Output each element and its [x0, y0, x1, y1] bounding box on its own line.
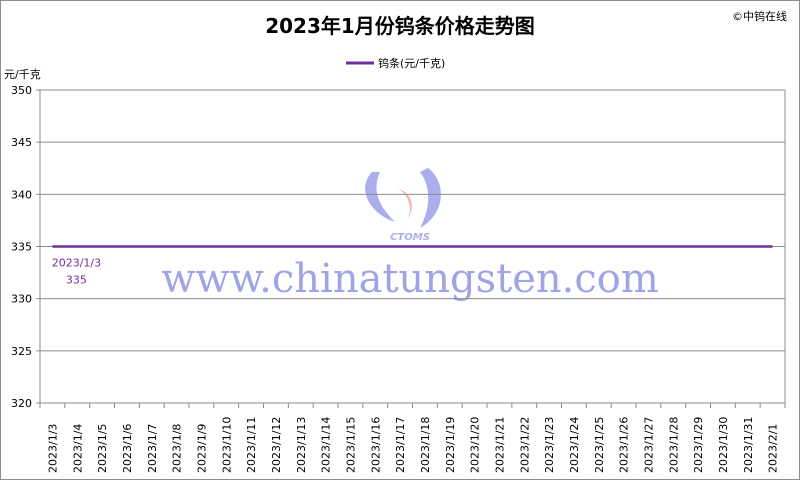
x-tick-label: 2023/1/14 [320, 417, 333, 473]
x-tick-label: 2023/1/4 [71, 424, 84, 473]
y-tick-label: 320 [11, 397, 32, 410]
x-tick-label: 2023/1/15 [344, 417, 357, 473]
x-tick-label: 2023/1/6 [121, 424, 134, 473]
legend-label: 钨条(元/千克) [378, 56, 445, 70]
x-tick-label: 2023/1/21 [493, 417, 506, 473]
y-tick-label: 340 [11, 188, 32, 201]
x-tick-label: 2023/1/26 [618, 417, 631, 473]
x-tick-label: 2023/1/11 [245, 417, 258, 473]
x-tick-label: 2023/1/27 [642, 417, 655, 473]
x-tick-label: 2023/1/25 [593, 417, 606, 473]
chart-title: 2023年1月份钨条价格走势图 [265, 14, 535, 38]
x-tick-label: 2023/1/10 [220, 417, 233, 473]
x-tick-label: 2023/1/9 [195, 424, 208, 473]
copyright-text: ©中钨在线 [732, 9, 787, 23]
x-tick-label: 2023/1/7 [146, 424, 159, 473]
y-tick-label: 325 [11, 345, 32, 358]
x-tick-label: 2023/1/3 [46, 424, 59, 473]
x-tick-label: 2023/1/12 [270, 417, 283, 473]
x-tick-label: 2023/2/1 [767, 424, 780, 473]
x-tick-label: 2023/1/28 [667, 417, 680, 473]
watermark-url: www.chinatungsten.com [161, 256, 659, 302]
data-label-value: 335 [66, 274, 87, 287]
x-tick-label: 2023/1/22 [518, 417, 531, 473]
svg-text:CTOMS: CTOMS [390, 232, 430, 243]
x-tick-label: 2023/1/5 [96, 424, 109, 473]
x-tick-label: 2023/1/19 [444, 417, 457, 473]
data-label-date: 2023/1/3 [52, 257, 101, 270]
x-tick-label: 2023/1/13 [295, 417, 308, 473]
x-tick-label: 2023/1/8 [171, 424, 184, 473]
y-tick-label: 345 [11, 136, 32, 149]
x-tick-label: 2023/1/18 [419, 417, 432, 473]
x-tick-label: 2023/1/31 [742, 417, 755, 473]
y-tick-label: 335 [11, 241, 32, 254]
x-tick-label: 2023/1/30 [717, 417, 730, 473]
y-axis-label: 元/千克 [4, 68, 41, 81]
x-tick-label: 2023/1/17 [394, 417, 407, 473]
x-tick-label: 2023/1/23 [543, 417, 556, 473]
legend: 钨条(元/千克) [346, 56, 445, 70]
y-tick-label: 330 [11, 293, 32, 306]
x-tick-label: 2023/1/29 [692, 417, 705, 473]
x-tick-label: 2023/1/16 [369, 417, 382, 473]
y-tick-label: 350 [11, 84, 32, 97]
watermark-logo [365, 172, 395, 222]
watermark: CTOMS www.chinatungsten.com [161, 168, 659, 302]
x-tick-label: 2023/1/20 [469, 417, 482, 473]
x-tick-label: 2023/1/24 [568, 417, 581, 473]
